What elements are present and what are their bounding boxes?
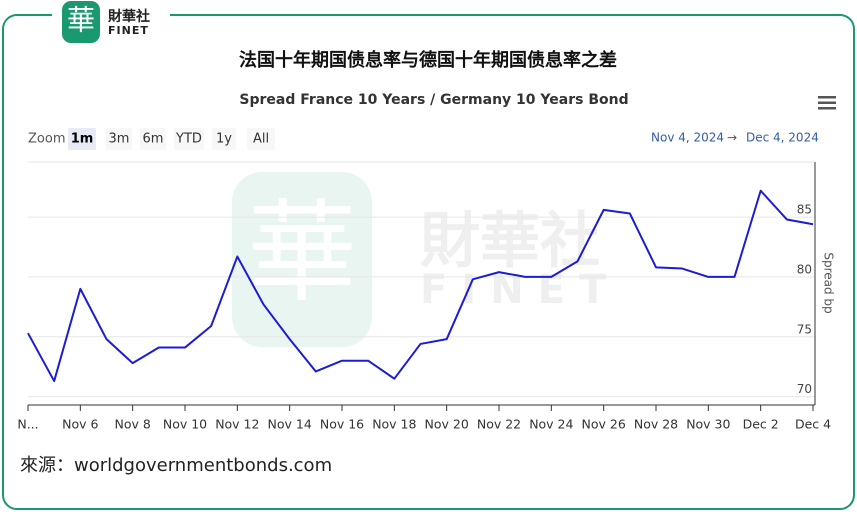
x-tick-label: Nov 16 [320,417,364,432]
y-tick-label: 80 [797,262,812,276]
menu-bar [818,107,836,110]
x-tick-label: Nov 30 [686,417,730,432]
range-arrow: → [727,131,737,145]
y-tick-label: 70 [797,382,812,396]
zoom-button-label: 6m [143,132,164,147]
x-tick-label: Nov 18 [372,417,416,432]
logo-mark: 華 [67,4,95,37]
zoom-button[interactable]: 1y [212,128,236,150]
x-tick-label: Nov 22 [477,417,521,432]
menu-bar [818,96,836,99]
zoom-button[interactable]: YTD [174,128,204,150]
zoom-button-bg [247,128,275,150]
y-tick-label: 85 [797,203,812,217]
chart-subtitle: Spread France 10 Years / Germany 10 Year… [239,92,628,108]
watermark: 華 財華社 FINET [232,172,620,347]
zoom-button[interactable]: All [247,128,275,150]
x-tick-label: Dec 4 [795,417,831,432]
menu-button[interactable] [818,96,836,110]
x-tick-label: Nov 6 [62,417,98,432]
x-tick-label: Dec 2 [743,417,779,432]
x-tick-label: Nov 10 [163,417,207,432]
watermark-latin: FINET [420,267,620,313]
source: 來源：worldgovernmentbonds.com [20,455,332,476]
zoom-button-label: 1y [216,132,232,147]
series-line [27,189,814,383]
x-tick-label: Nov 14 [268,417,312,432]
range-from[interactable]: Nov 4, 2024 [651,131,724,145]
x-tick-label: Nov 28 [634,417,678,432]
zoom-button[interactable]: 3m [106,128,132,150]
x-tick-label: Nov 8 [115,417,151,432]
zoom-button[interactable]: 6m [140,128,166,150]
zoom-button-bg [106,128,132,150]
zoom-button-bg [174,128,204,150]
zoom-button-bg [212,128,236,150]
x-tick-label: Nov 26 [582,417,626,432]
menu-bar [818,101,836,104]
zoom-button-label: 1m [71,132,94,147]
zoom-button[interactable]: 1m [68,128,96,150]
zoom-button-bg [140,128,166,150]
zoom-button-label: All [253,132,269,147]
logo-mark-bg [62,1,100,43]
y-tick-label: 75 [797,322,812,336]
zoom-label: Zoom [28,132,65,147]
chart-title: 法国十年期国债息率与德国十年期国债息率之差 [239,49,617,71]
zoom-button-label: 3m [109,132,130,147]
x-tick-label: Nov 12 [215,417,259,432]
logo-name: 財華社 [107,8,150,25]
zoom-button-bg [68,128,96,150]
zoom-button-label: YTD [175,132,202,147]
watermark-bg [232,172,372,347]
logo-latin: FINET [108,24,149,37]
range-to[interactable]: Dec 4, 2024 [746,131,819,145]
watermark-mark: 華 [247,189,357,317]
x-tick-label: Nov 20 [425,417,469,432]
x-tick-label: N... [17,417,38,432]
y-axis-title: Spread bp [822,252,836,313]
x-tick-label: Nov 24 [529,417,573,432]
